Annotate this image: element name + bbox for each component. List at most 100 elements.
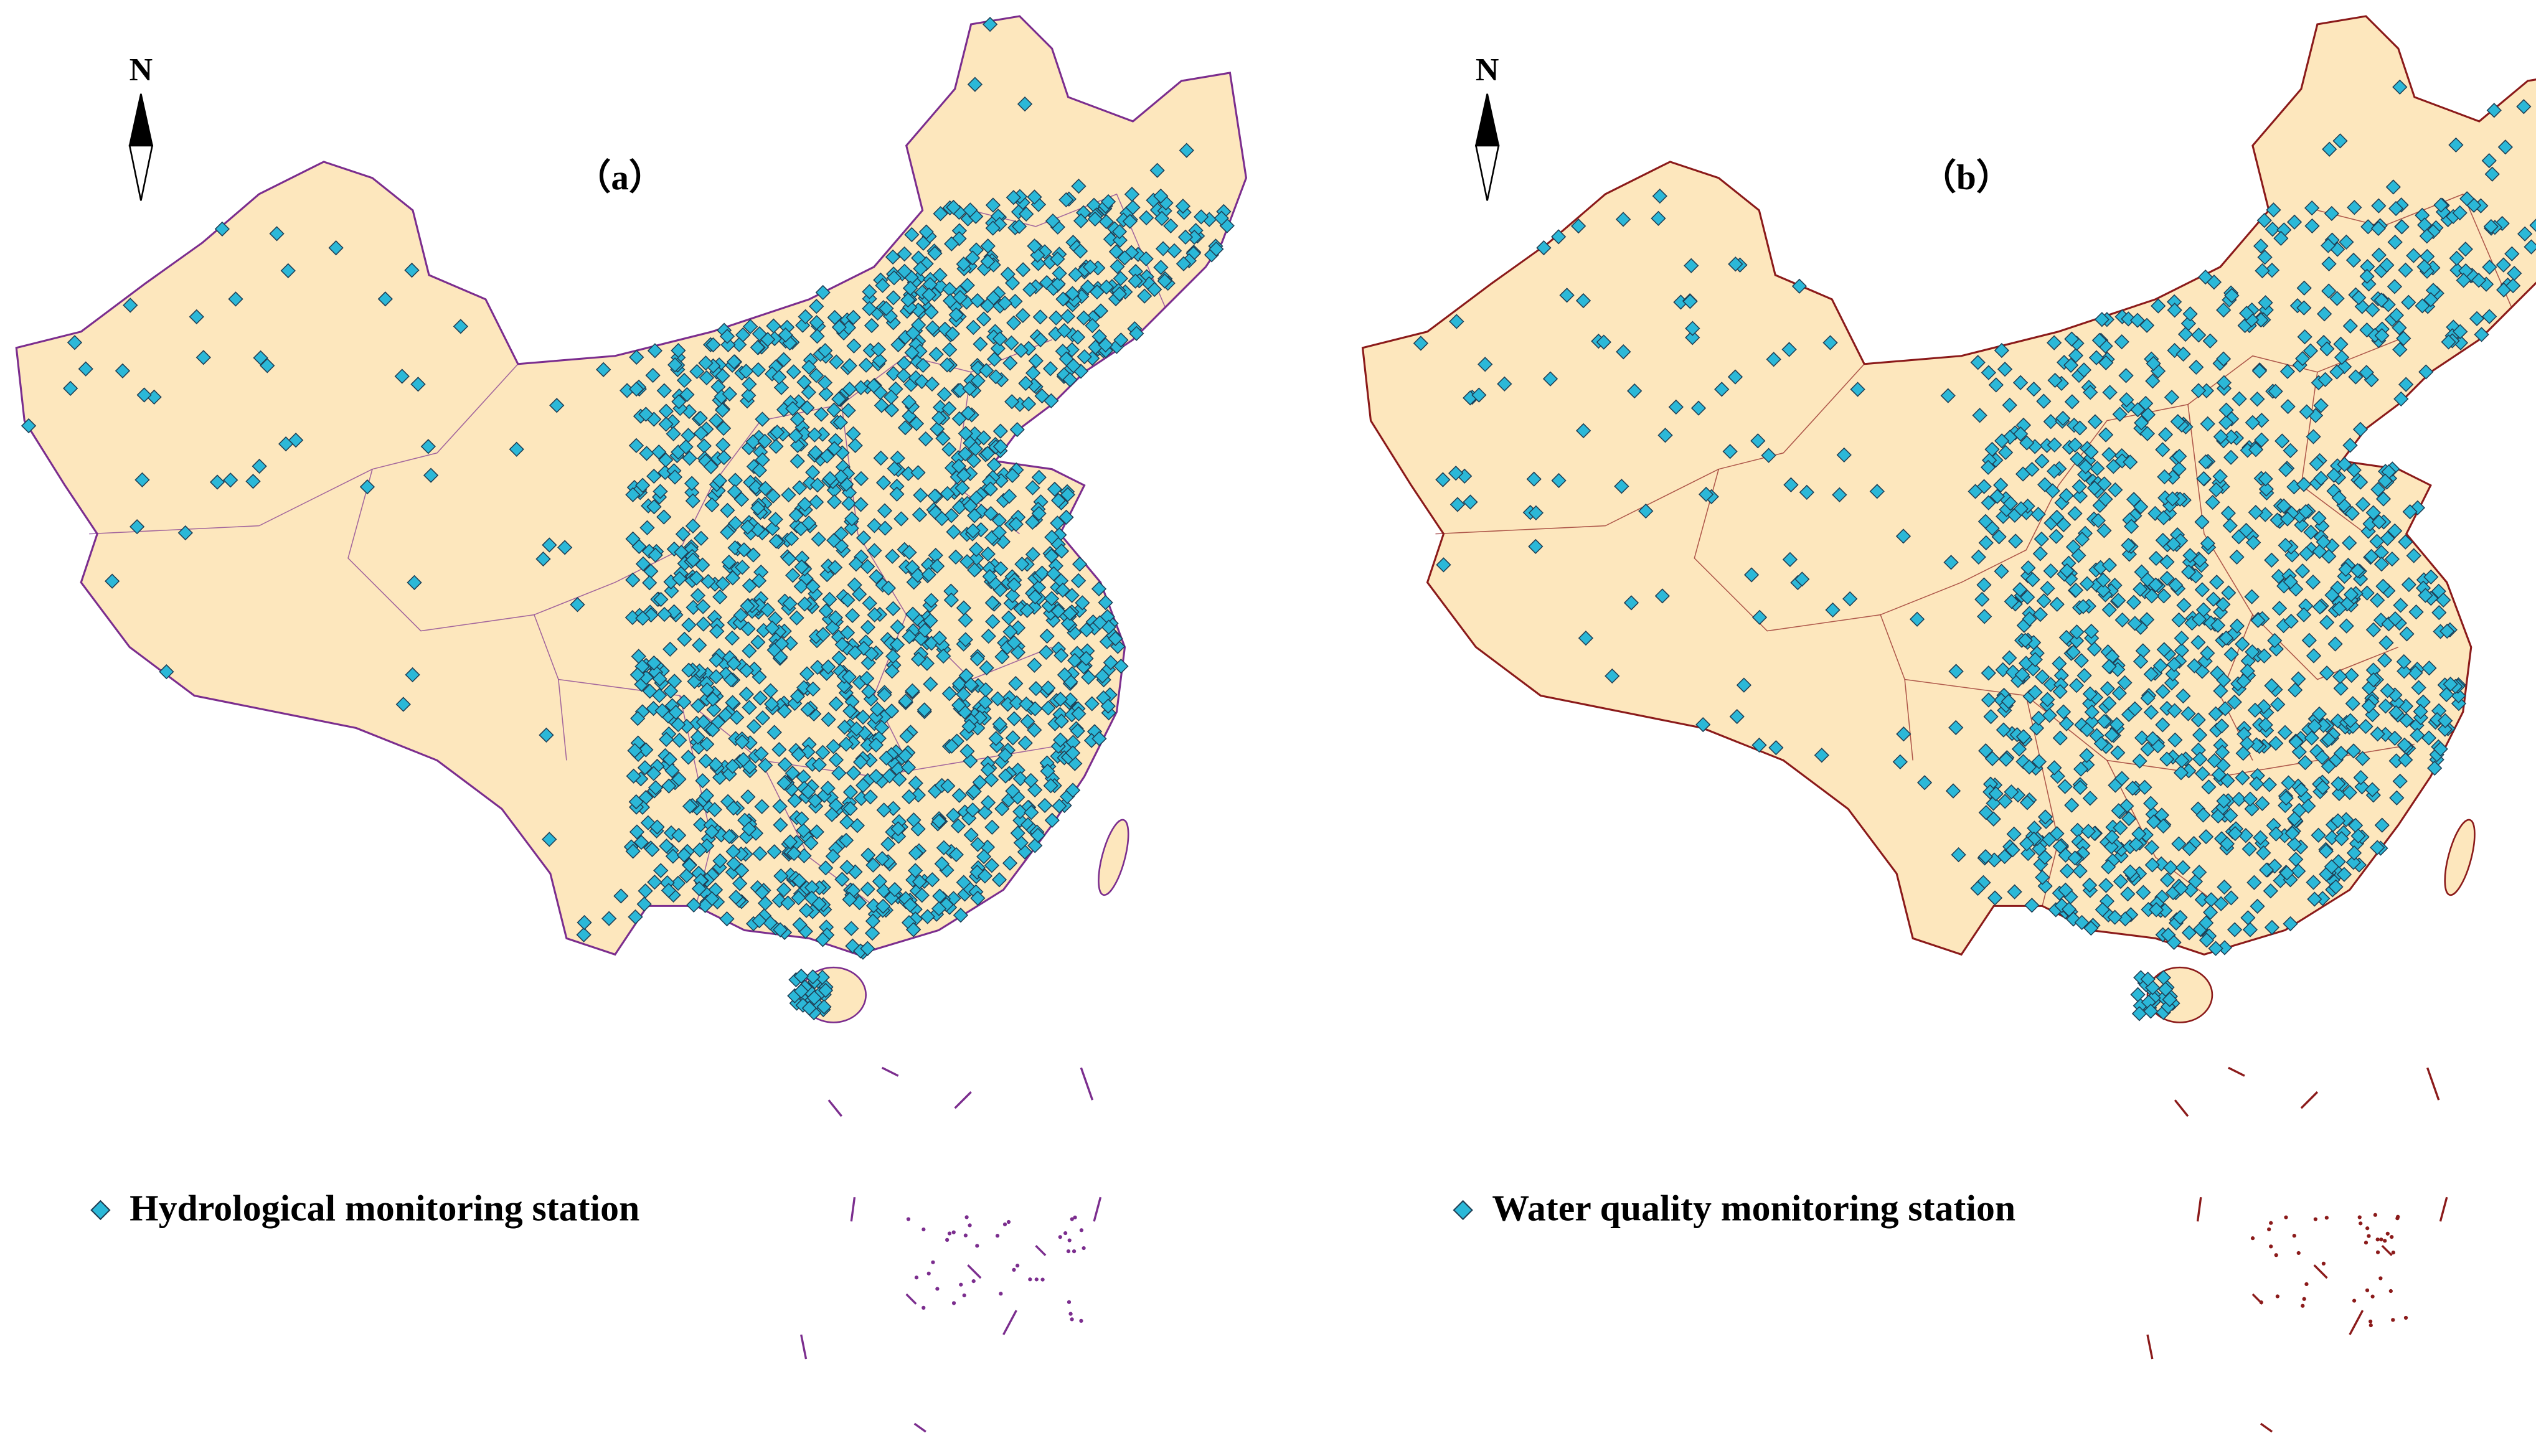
station	[1071, 178, 1087, 194]
station	[635, 556, 651, 571]
island	[2364, 1241, 2369, 1245]
island	[922, 1227, 926, 1232]
island	[1073, 1215, 1077, 1219]
station	[765, 488, 781, 504]
island	[2388, 1289, 2393, 1294]
island	[995, 1234, 1000, 1238]
station	[846, 765, 862, 781]
station	[796, 374, 812, 390]
station	[815, 744, 831, 760]
station	[629, 824, 645, 840]
station	[678, 439, 694, 455]
station	[1057, 323, 1072, 339]
station	[228, 291, 243, 307]
island	[2275, 1294, 2279, 1299]
station	[136, 387, 152, 403]
station	[1088, 339, 1103, 355]
station	[942, 342, 958, 357]
station	[1073, 243, 1088, 259]
station	[706, 702, 722, 718]
station	[809, 494, 824, 510]
island	[850, 1196, 856, 1222]
station	[900, 759, 917, 775]
north-label: N	[1476, 52, 1499, 88]
station	[1098, 214, 1114, 230]
station	[809, 477, 826, 493]
island	[1067, 1238, 1072, 1242]
station	[1179, 143, 1194, 158]
station	[656, 383, 672, 398]
island	[1067, 1300, 1072, 1304]
island	[1028, 1277, 1032, 1282]
station	[729, 710, 745, 725]
station	[941, 401, 957, 416]
station	[613, 888, 629, 904]
station	[837, 720, 852, 735]
station	[664, 583, 679, 599]
legend-label: Water quality monitoring station	[1492, 1187, 2015, 1228]
station	[841, 496, 857, 511]
station	[509, 441, 524, 457]
station	[984, 858, 1000, 873]
station	[867, 543, 882, 558]
station	[252, 458, 267, 474]
station	[846, 426, 861, 441]
island	[2260, 1422, 2273, 1433]
island	[2390, 1234, 2394, 1239]
station	[948, 549, 964, 565]
station	[951, 223, 968, 238]
province-border	[347, 469, 567, 761]
station	[828, 752, 844, 768]
station	[695, 773, 710, 789]
station	[885, 548, 900, 564]
station	[146, 389, 162, 405]
station	[890, 619, 905, 635]
legend-marker	[1453, 1200, 1473, 1221]
island	[2300, 1091, 2319, 1109]
island	[2174, 1099, 2189, 1117]
island	[2250, 1236, 2255, 1241]
station	[689, 364, 705, 380]
station	[855, 709, 871, 725]
station	[619, 383, 635, 398]
island	[2352, 1299, 2357, 1303]
island	[2381, 1244, 2393, 1256]
station	[758, 758, 773, 773]
station	[742, 377, 757, 392]
station	[862, 595, 877, 611]
island	[954, 1091, 972, 1109]
station	[63, 380, 78, 397]
station	[2130, 987, 2146, 1002]
station	[786, 364, 801, 380]
station	[826, 494, 842, 510]
panel-b: N （b） Water quality monitoring station	[1361, 15, 2536, 1433]
island	[2370, 1294, 2375, 1299]
station	[969, 651, 985, 667]
island	[1079, 1228, 1084, 1233]
station	[776, 775, 792, 791]
station	[740, 519, 755, 535]
station	[862, 284, 877, 299]
island	[2267, 1227, 2271, 1232]
station	[1060, 309, 1076, 324]
station	[959, 743, 975, 759]
station	[897, 246, 912, 262]
station	[716, 420, 732, 436]
station	[395, 697, 411, 712]
island	[947, 1231, 952, 1236]
island	[2146, 1334, 2154, 1360]
station	[1054, 647, 1069, 664]
island	[935, 1287, 940, 1291]
island	[1035, 1244, 1047, 1256]
panel-a: N （a） Hydrological monitoring station	[15, 15, 1248, 1433]
north-arrow-down	[1474, 144, 1500, 201]
island	[1002, 1222, 1007, 1227]
station	[1139, 210, 1154, 226]
station	[21, 418, 37, 434]
station	[874, 720, 890, 735]
station	[766, 844, 782, 860]
island	[2302, 1297, 2306, 1301]
station	[941, 441, 957, 457]
station	[1072, 557, 1088, 572]
island	[2383, 1239, 2387, 1243]
